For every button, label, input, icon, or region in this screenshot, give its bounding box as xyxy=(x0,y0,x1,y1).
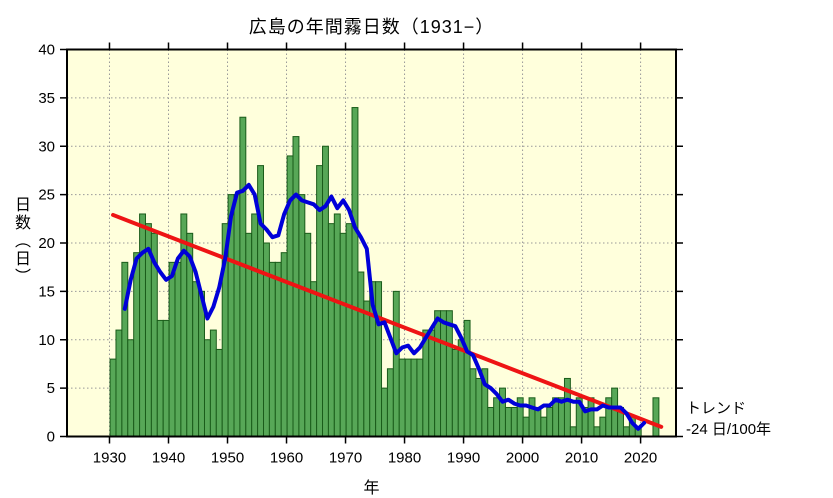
bar-1953 xyxy=(239,116,247,437)
trend-line xyxy=(111,212,664,429)
y-tick-label-35: 35 xyxy=(38,90,55,107)
bar-1993 xyxy=(475,377,483,438)
bar-1986 xyxy=(434,310,442,438)
x-tick-label-1980: 1980 xyxy=(388,450,421,467)
bar-1980 xyxy=(398,358,406,438)
x-tick-label-1960: 1960 xyxy=(270,450,303,467)
bar-1952 xyxy=(233,194,241,437)
bar-1989 xyxy=(451,348,459,437)
bar-2002 xyxy=(528,397,536,437)
bar-1996 xyxy=(493,397,501,437)
x-tick-label-1930: 1930 xyxy=(93,450,126,467)
bar-2005 xyxy=(546,406,554,438)
y-tick-label-40: 40 xyxy=(38,42,55,59)
bar-1999 xyxy=(510,406,518,438)
x-tick-label-2000: 2000 xyxy=(506,450,539,467)
y-tick-label-20: 20 xyxy=(38,235,55,252)
bar-1949 xyxy=(215,348,223,437)
x-tick-label-1990: 1990 xyxy=(447,450,480,467)
bar-1954 xyxy=(245,232,253,437)
bar-1981 xyxy=(404,358,412,438)
y-tick-label-25: 25 xyxy=(38,187,55,204)
bar-1958 xyxy=(268,261,276,437)
bar-1972 xyxy=(351,107,359,438)
bar-1959 xyxy=(274,261,282,437)
bar-1971 xyxy=(345,223,353,437)
bar-1945 xyxy=(192,281,200,438)
bar-1948 xyxy=(209,329,217,438)
bar-1946 xyxy=(198,290,205,437)
bar-1979 xyxy=(392,290,400,437)
bar-1984 xyxy=(422,329,430,438)
bar-1969 xyxy=(333,213,341,437)
bar-1936 xyxy=(139,213,146,437)
bar-1998 xyxy=(504,406,512,438)
bar-1940 xyxy=(162,319,170,437)
bar-2004 xyxy=(540,416,548,437)
bar-2018 xyxy=(622,426,630,438)
y-tick-label-30: 30 xyxy=(38,138,55,155)
bar-1978 xyxy=(386,368,394,437)
bar-2008 xyxy=(563,377,571,438)
bar-1973 xyxy=(357,271,365,437)
y-tick-label-10: 10 xyxy=(38,332,55,349)
bar-1991 xyxy=(463,319,471,437)
bar-1995 xyxy=(487,406,495,438)
bar-1963 xyxy=(298,194,306,437)
bar-1988 xyxy=(445,310,453,438)
x-tick-label-1950: 1950 xyxy=(211,450,244,467)
bar-2014 xyxy=(599,416,607,437)
bar-1943 xyxy=(180,213,188,437)
bar-1931 xyxy=(109,358,117,438)
trend-annotation-line2: -24 日/100年 xyxy=(686,421,772,438)
bar-1974 xyxy=(363,300,371,437)
y-tick-label-15: 15 xyxy=(38,283,55,300)
bar-1955 xyxy=(251,213,259,437)
bar-1987 xyxy=(440,310,447,438)
bar-1977 xyxy=(381,387,388,437)
bar-2016 xyxy=(611,387,619,437)
y-tick-label-0: 0 xyxy=(47,429,55,446)
bar-1932 xyxy=(115,329,123,438)
bar-1965 xyxy=(310,281,318,438)
bar-1970 xyxy=(339,232,347,437)
bar-1997 xyxy=(499,387,506,437)
bar-1964 xyxy=(304,232,312,437)
bar-1990 xyxy=(457,339,465,437)
bar-2023 xyxy=(652,397,660,437)
bar-1941 xyxy=(168,261,176,437)
bar-1968 xyxy=(327,223,335,437)
x-tick-label-1970: 1970 xyxy=(329,450,362,467)
bar-2001 xyxy=(522,416,530,437)
bar-1985 xyxy=(428,329,436,438)
bar-1942 xyxy=(174,261,182,437)
bar-1939 xyxy=(156,319,164,437)
bar-1983 xyxy=(416,358,424,438)
bar-2009 xyxy=(569,426,577,438)
bar-1935 xyxy=(133,252,141,437)
trend-annotation-line1: トレンド xyxy=(686,400,747,417)
chart-title: 広島の年間霧日数（1931−） xyxy=(248,17,495,37)
bar-2013 xyxy=(593,426,601,438)
bar-1967 xyxy=(322,145,329,437)
x-tick-label-2020: 2020 xyxy=(624,450,657,467)
x-axis-label: 年 xyxy=(363,480,380,497)
bar-1947 xyxy=(203,339,211,437)
bar-1992 xyxy=(469,368,477,437)
bar-1982 xyxy=(410,358,418,438)
moving-average-line xyxy=(122,182,647,431)
trend-annotation: トレンド -24 日/100年 xyxy=(686,398,771,440)
bar-2003 xyxy=(534,406,542,438)
bar-1976 xyxy=(375,281,383,438)
x-tick-label-1940: 1940 xyxy=(152,450,185,467)
x-tick-label-2010: 2010 xyxy=(565,450,598,467)
y-tick-label-5: 5 xyxy=(47,380,55,397)
bar-2012 xyxy=(587,397,595,437)
y-axis-label: 日数（日） xyxy=(12,196,29,286)
bar-1934 xyxy=(127,339,135,437)
